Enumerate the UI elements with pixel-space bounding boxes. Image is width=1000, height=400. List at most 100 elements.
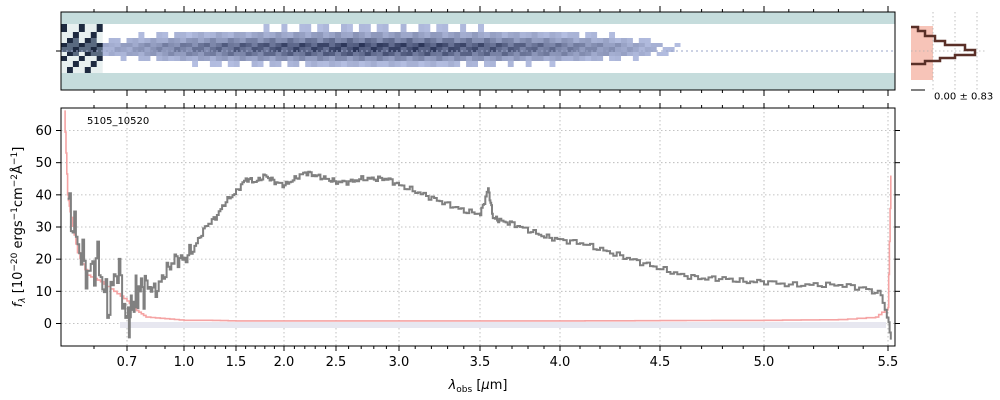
s2d-pixel [674,61,682,67]
s2d-pixel [400,47,408,52]
s2d-pixel [323,56,330,61]
s2d-pixel [84,56,92,61]
s2d-pixel [775,43,783,47]
s2d-pixel [644,32,652,38]
s2d-pixel [263,43,271,47]
s2d-pixel [388,67,396,73]
s2d-pixel [275,43,283,47]
s2d-pixel [519,24,527,32]
s2d-pixel [680,43,688,47]
s2d-pixel [704,52,711,56]
s2d-pixel [752,38,759,43]
s2d-pixel [126,38,134,43]
s2d-pixel [436,32,443,38]
s2d-pixel [484,56,491,61]
s2d-pixel [198,43,205,47]
s2d-pixel [549,38,557,43]
s2d-pixel [245,61,253,67]
s2d-pixel [662,67,670,73]
s2d-pixel [478,24,485,32]
s2d-pixel [603,52,610,56]
s2d-pixel [501,32,509,38]
s2d-pixel [871,52,878,56]
s2d-pixel [442,43,449,47]
s2d-pixel [370,61,378,67]
s2d-pixel [549,47,557,52]
s2d-pixel [710,24,717,32]
s2d-pixel [513,43,521,47]
s2d-pixel [293,67,300,73]
s2d-pixel [835,24,842,32]
s2d-pixel [644,38,652,43]
s2d-pixel [537,47,545,52]
s2d-pixel [388,32,396,38]
s2d-pixel [114,24,122,32]
s2d-pixel [388,61,396,67]
s2d-pixel [799,47,807,52]
s2d-pixel [329,38,336,43]
s2d-pixel [281,61,288,67]
s2d-pixel [763,24,771,32]
s2d-pixel [78,24,86,32]
s2d-pixel [484,52,491,56]
s2d-pixel [758,56,765,61]
s2d-pixel [192,67,199,73]
s2d-pixel [871,43,878,47]
s2d-pixel [817,24,825,32]
s2d-pixel [460,47,467,52]
s2d-pixel [144,38,151,43]
s2d-pixel [680,56,688,61]
s2d-pixel [120,32,128,38]
s2d-pixel [811,67,819,73]
s2d-pixel [144,67,151,73]
x-axis-label: λobs [μm] [448,378,508,395]
s2d-pixel [96,52,104,56]
s2d-pixel [644,43,652,47]
s2d-pixel [805,32,813,38]
s2d-pixel [67,32,74,38]
s2d-pixel [269,52,277,56]
s2d-pixel [752,61,759,67]
s2d-pixel [853,56,860,61]
s2d-pixel [299,43,306,47]
s2d-pixel [370,67,378,73]
s2d-pixel [877,52,884,56]
s2d-pixel [495,43,503,47]
s2d-pixel [227,38,235,43]
s2d-pixel [823,47,831,52]
s2d-pixel [644,56,652,61]
s2d-pixel [156,38,163,43]
s2d-pixel [448,67,455,73]
s2d-pixel [835,67,842,73]
s2d-pixel [698,32,705,38]
s2d-pixel [358,56,366,61]
s2d-pixel [871,24,878,32]
s2d-pixel [525,52,533,56]
s2d-pixel [603,43,610,47]
s2d-pixel [710,32,717,38]
s2d-pixel [406,24,414,32]
s2d-pixel [817,47,825,52]
s2d-pixel [370,24,378,32]
s2d-pixel [394,47,402,52]
s2d-pixel [621,67,628,73]
s2d-pixel [186,67,193,73]
s2d-pixel [513,32,521,38]
s2d-pixel [615,38,622,43]
s2d-pixel [257,52,265,56]
s2d-pixel [233,24,241,32]
s2d-pixel [615,52,622,56]
s2d-pixel [394,67,402,73]
s2d-pixel [305,38,312,43]
s2d-pixel [424,24,431,32]
s2d-pixel [293,56,300,61]
s2d-pixel [317,32,324,38]
s2d-pixel [472,52,479,56]
s2d-pixel [61,24,68,32]
s2d-pixel [865,24,872,32]
s2d-pixel [865,67,872,73]
s2d-pixel [466,52,473,56]
s2d-pixel [84,52,92,56]
s2d-pixel [710,61,717,67]
s2d-pixel [501,52,509,56]
